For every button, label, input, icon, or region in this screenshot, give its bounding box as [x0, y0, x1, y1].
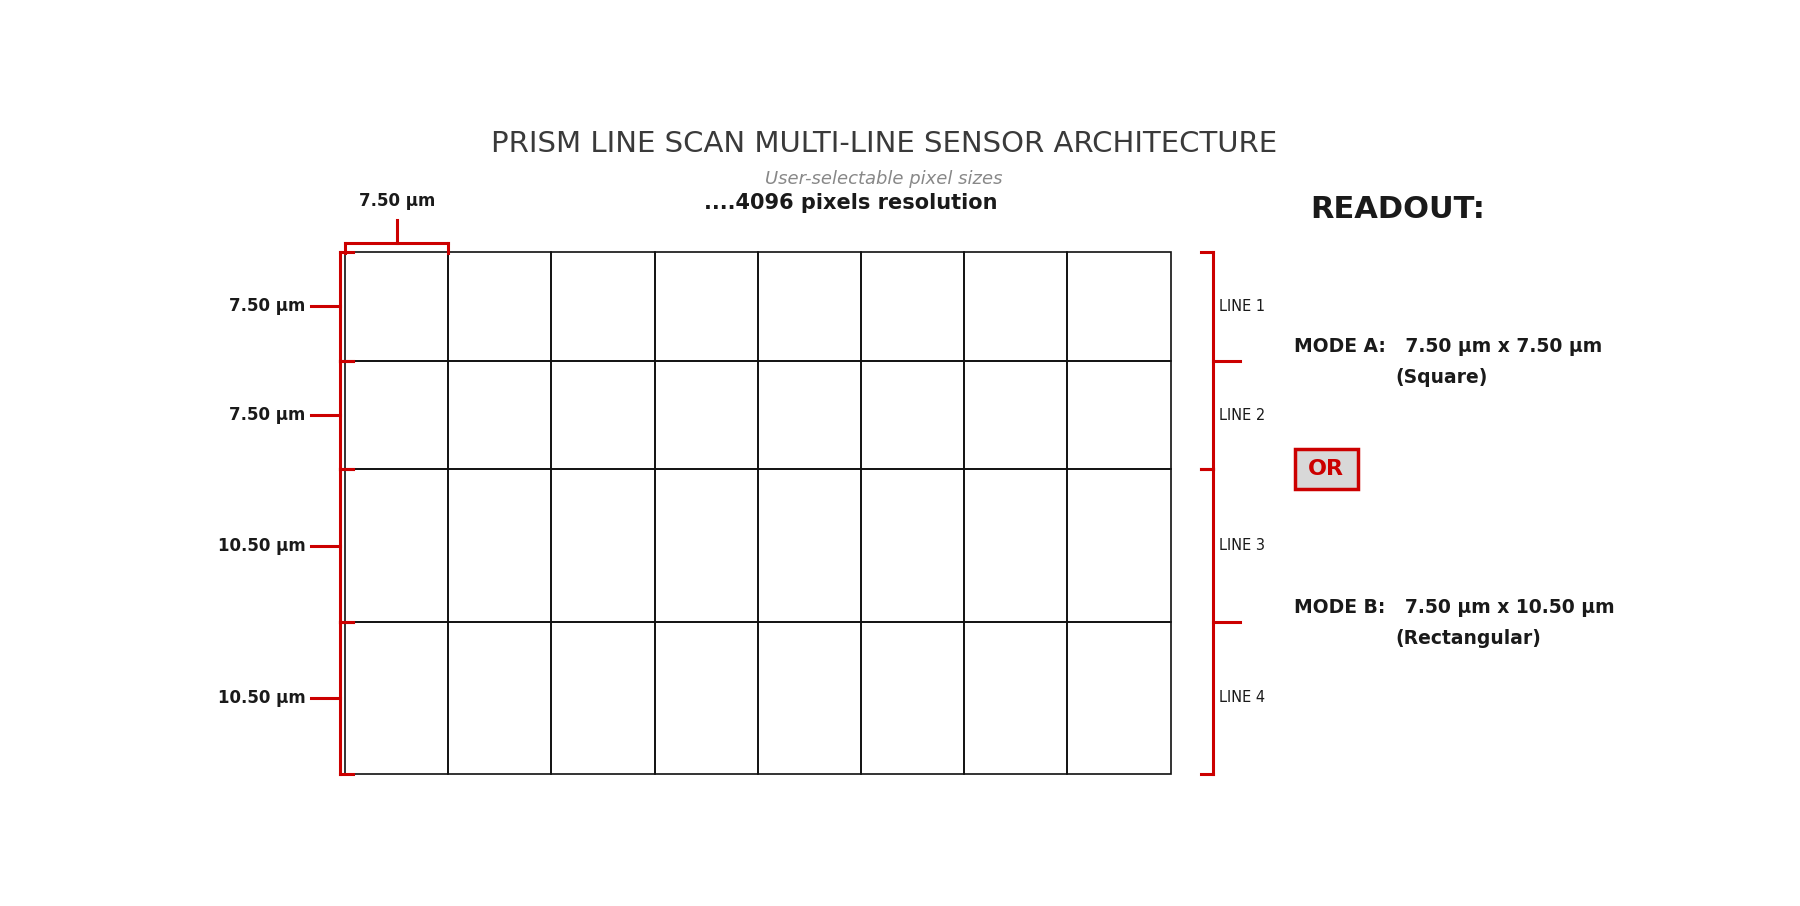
Bar [655, 469, 758, 622]
Bar [1067, 361, 1170, 469]
Text: 7.50 μm: 7.50 μm [229, 297, 306, 315]
Bar [346, 622, 448, 774]
Text: ....4096 pixels resolution: ....4096 pixels resolution [704, 194, 997, 214]
Bar [758, 469, 860, 622]
Bar [655, 622, 758, 774]
Bar [860, 252, 965, 361]
Bar [965, 622, 1067, 774]
Text: User-selectable pixel sizes: User-selectable pixel sizes [765, 169, 1003, 188]
Bar [448, 622, 551, 774]
Text: OR: OR [1309, 459, 1345, 479]
Bar [758, 361, 860, 469]
Bar [965, 252, 1067, 361]
Bar [346, 252, 448, 361]
Bar [758, 252, 860, 361]
Bar [448, 361, 551, 469]
Bar [965, 361, 1067, 469]
Bar [1067, 622, 1170, 774]
Bar [551, 361, 655, 469]
Bar [1067, 469, 1170, 622]
Text: LINE 4: LINE 4 [1219, 690, 1265, 706]
Text: (Rectangular): (Rectangular) [1395, 629, 1541, 648]
Bar [448, 469, 551, 622]
Text: LINE 3: LINE 3 [1219, 538, 1265, 553]
Bar [346, 361, 448, 469]
Text: READOUT:: READOUT: [1310, 195, 1485, 224]
Bar [655, 252, 758, 361]
Bar [860, 622, 965, 774]
Bar [758, 622, 860, 774]
Text: (Square): (Square) [1395, 368, 1487, 387]
Bar [860, 469, 965, 622]
Text: MODE B:   7.50 μm x 10.50 μm: MODE B: 7.50 μm x 10.50 μm [1294, 598, 1615, 617]
Text: MODE A:   7.50 μm x 7.50 μm: MODE A: 7.50 μm x 7.50 μm [1294, 337, 1602, 356]
Bar [1067, 252, 1170, 361]
Text: 7.50 μm: 7.50 μm [229, 406, 306, 424]
Text: LINE 1: LINE 1 [1219, 299, 1265, 313]
Bar [655, 361, 758, 469]
FancyBboxPatch shape [1294, 449, 1357, 489]
Bar [551, 469, 655, 622]
Bar [346, 469, 448, 622]
Bar [551, 252, 655, 361]
Text: 10.50 μm: 10.50 μm [218, 689, 306, 707]
Bar [860, 361, 965, 469]
Text: 7.50 μm: 7.50 μm [358, 192, 436, 210]
Bar [965, 469, 1067, 622]
Bar [551, 622, 655, 774]
Text: PRISM LINE SCAN MULTI-LINE SENSOR ARCHITECTURE: PRISM LINE SCAN MULTI-LINE SENSOR ARCHIT… [491, 130, 1276, 159]
Bar [448, 252, 551, 361]
Text: LINE 2: LINE 2 [1219, 408, 1265, 422]
Text: 10.50 μm: 10.50 μm [218, 536, 306, 554]
